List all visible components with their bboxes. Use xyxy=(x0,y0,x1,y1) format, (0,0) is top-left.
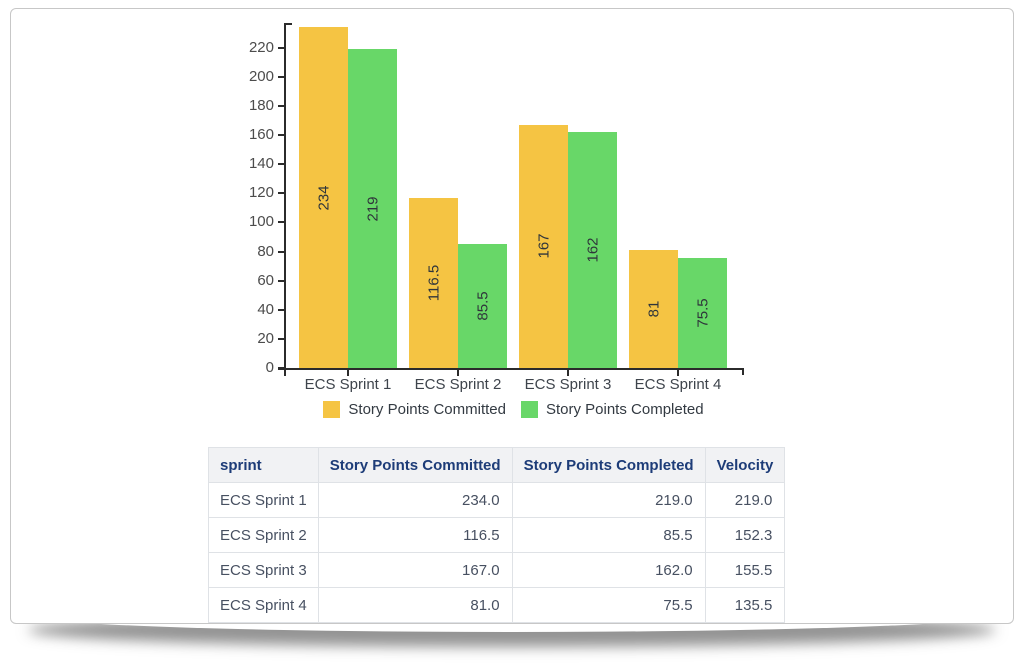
y-axis-line xyxy=(284,23,286,376)
x-axis-tick xyxy=(567,370,569,376)
x-axis-tick xyxy=(457,370,459,376)
y-axis-tick-label: 140 xyxy=(248,155,274,173)
y-axis-tick xyxy=(278,308,284,311)
legend-item-committed[interactable]: Story Points Committed xyxy=(323,401,506,418)
x-axis-category-label: ECS Sprint 1 xyxy=(304,376,392,393)
y-axis-tick-label: 40 xyxy=(257,300,274,318)
bar-completed[interactable]: 85.5 xyxy=(458,243,507,368)
value-cell: 234.0 xyxy=(317,482,513,518)
table-header-cell: Story Points Committed xyxy=(317,447,513,483)
table-header-cell: sprint xyxy=(208,447,319,483)
sprint-name-cell: ECS Sprint 4 xyxy=(208,587,319,623)
value-cell: 85.5 xyxy=(511,517,706,553)
value-cell: 219.0 xyxy=(704,482,786,518)
value-cell: 135.5 xyxy=(704,587,786,623)
y-axis-tick xyxy=(278,75,284,78)
x-axis-line xyxy=(278,368,744,370)
y-axis-tick xyxy=(278,279,284,282)
y-axis-tick xyxy=(278,337,284,340)
bar-value-label: 75.5 xyxy=(694,298,711,328)
value-cell: 167.0 xyxy=(317,552,513,588)
legend-label: Story Points Committed xyxy=(348,401,506,418)
y-axis-tick xyxy=(278,134,284,137)
y-axis-tick-label: 220 xyxy=(248,38,274,56)
bar-committed[interactable]: 116.5 xyxy=(409,198,458,368)
value-cell: 162.0 xyxy=(511,552,706,588)
y-axis-tick xyxy=(278,163,284,166)
table-header-cell: Velocity xyxy=(704,447,786,483)
y-axis-tick xyxy=(278,367,284,369)
value-cell: 116.5 xyxy=(317,517,513,553)
value-cell: 152.3 xyxy=(704,517,786,553)
value-cell: 75.5 xyxy=(511,587,706,623)
y-axis-tick-label: 120 xyxy=(248,184,274,202)
y-axis-tick-label: 20 xyxy=(257,329,274,347)
value-cell: 155.5 xyxy=(704,552,786,588)
bar-completed[interactable]: 219 xyxy=(348,49,397,368)
y-axis-tick-label: 80 xyxy=(257,242,274,260)
y-axis-tick xyxy=(278,250,284,253)
table-row: ECS Sprint 1 234.0 219.0 219.0 xyxy=(208,482,786,518)
legend-label: Story Points Completed xyxy=(545,401,704,418)
table-row: ECS Sprint 4 81.0 75.5 135.5 xyxy=(208,587,786,623)
bar-completed[interactable]: 75.5 xyxy=(678,258,727,368)
bar-committed[interactable]: 234 xyxy=(299,27,348,368)
bar-value-label: 234 xyxy=(315,185,332,211)
bar-value-label: 81 xyxy=(645,300,662,318)
sprint-name-cell: ECS Sprint 2 xyxy=(208,517,319,553)
x-axis-end-tick xyxy=(742,368,744,375)
y-axis-tick xyxy=(278,221,284,224)
sprint-name-cell: ECS Sprint 3 xyxy=(208,552,319,588)
value-cell: 81.0 xyxy=(317,587,513,623)
bar-value-label: 167 xyxy=(535,233,552,259)
bar-value-label: 116.5 xyxy=(425,264,442,302)
y-axis-tick-label: 200 xyxy=(248,67,274,85)
table-header-row: sprint Story Points Committed Story Points… xyxy=(208,447,786,483)
x-axis-tick xyxy=(347,370,349,376)
y-axis-tick-label: 180 xyxy=(248,96,274,114)
legend-item-completed[interactable]: Story Points Completed xyxy=(520,401,704,418)
y-axis-tick-label: 0 xyxy=(265,359,274,376)
bar-committed[interactable]: 81 xyxy=(629,250,678,368)
table-row: ECS Sprint 3 167.0 162.0 155.5 xyxy=(208,552,786,588)
sprint-name-cell: ECS Sprint 1 xyxy=(208,482,319,518)
x-axis-category-label: ECS Sprint 3 xyxy=(524,376,612,393)
y-axis-tick-label: 160 xyxy=(248,126,274,144)
bar-value-label: 85.5 xyxy=(474,291,491,321)
x-axis-category-label: ECS Sprint 4 xyxy=(634,376,722,393)
bar-committed[interactable]: 167 xyxy=(519,124,568,368)
value-cell: 219.0 xyxy=(511,482,706,518)
y-axis-tick-label: 60 xyxy=(257,271,274,289)
bar-value-label: 162 xyxy=(584,237,601,263)
velocity-table: sprint Story Points Committed Story Points… xyxy=(208,447,786,623)
bar-value-label: 219 xyxy=(364,196,381,222)
y-axis-tick xyxy=(278,46,284,49)
completed-swatch-icon xyxy=(520,401,538,418)
committed-swatch-icon xyxy=(323,401,341,418)
y-axis-tick xyxy=(278,104,284,107)
velocity-bar-chart: 0 20 40 60 80 100 120 140 160 180 200 220 234 219 ECS … xyxy=(249,23,744,393)
chart-legend: Story Points Committed Story Points Compl… xyxy=(286,401,741,418)
y-axis-end-tick xyxy=(286,23,292,25)
x-axis-tick xyxy=(677,370,679,376)
table-header-cell: Story Points Completed xyxy=(511,447,706,483)
y-axis-tick-label: 100 xyxy=(248,213,274,231)
x-axis-category-label: ECS Sprint 2 xyxy=(414,376,502,393)
table-row: ECS Sprint 2 116.5 85.5 152.3 xyxy=(208,517,786,553)
velocity-report-card: 0 20 40 60 80 100 120 140 160 180 200 220 234 219 ECS … xyxy=(10,8,1014,624)
bar-completed[interactable]: 162 xyxy=(568,132,617,368)
y-axis-tick xyxy=(278,192,284,195)
